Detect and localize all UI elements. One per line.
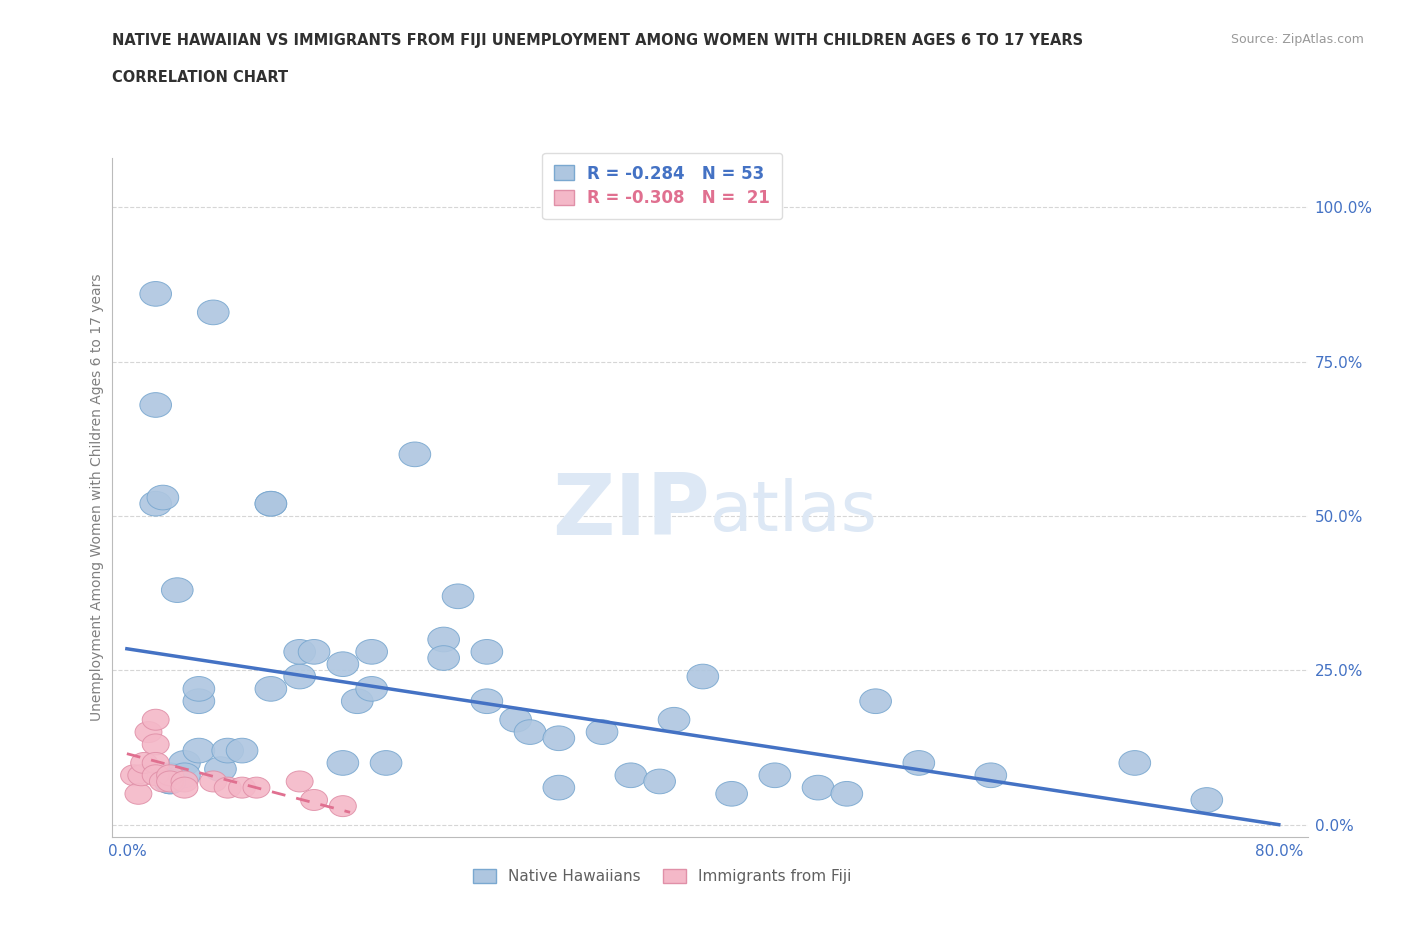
Ellipse shape <box>155 763 186 788</box>
Ellipse shape <box>443 584 474 608</box>
Ellipse shape <box>156 771 184 792</box>
Ellipse shape <box>155 769 186 794</box>
Ellipse shape <box>903 751 935 776</box>
Ellipse shape <box>121 764 148 786</box>
Ellipse shape <box>148 485 179 510</box>
Ellipse shape <box>183 738 215 763</box>
Ellipse shape <box>471 640 503 664</box>
Ellipse shape <box>1119 751 1150 776</box>
Ellipse shape <box>716 781 748 806</box>
Ellipse shape <box>172 771 198 792</box>
Ellipse shape <box>169 763 200 788</box>
Ellipse shape <box>229 777 256 798</box>
Ellipse shape <box>356 640 388 664</box>
Ellipse shape <box>515 720 546 744</box>
Ellipse shape <box>162 578 193 603</box>
Ellipse shape <box>860 689 891 713</box>
Ellipse shape <box>128 764 155 786</box>
Ellipse shape <box>586 720 617 744</box>
Ellipse shape <box>254 676 287 701</box>
Ellipse shape <box>197 300 229 325</box>
Ellipse shape <box>328 751 359 776</box>
Ellipse shape <box>183 689 215 713</box>
Ellipse shape <box>688 664 718 689</box>
Text: Source: ZipAtlas.com: Source: ZipAtlas.com <box>1230 33 1364 46</box>
Text: ZIP: ZIP <box>553 470 710 552</box>
Ellipse shape <box>329 796 356 817</box>
Ellipse shape <box>298 640 330 664</box>
Ellipse shape <box>156 764 184 786</box>
Ellipse shape <box>301 790 328 810</box>
Ellipse shape <box>614 763 647 788</box>
Ellipse shape <box>543 776 575 800</box>
Ellipse shape <box>658 708 690 732</box>
Ellipse shape <box>135 722 162 742</box>
Ellipse shape <box>226 738 257 763</box>
Ellipse shape <box>427 627 460 652</box>
Ellipse shape <box>342 689 373 713</box>
Ellipse shape <box>183 676 215 701</box>
Ellipse shape <box>254 491 287 516</box>
Ellipse shape <box>399 442 430 467</box>
Ellipse shape <box>644 769 675 794</box>
Ellipse shape <box>212 738 243 763</box>
Ellipse shape <box>139 392 172 418</box>
Ellipse shape <box>427 645 460 671</box>
Ellipse shape <box>1191 788 1223 812</box>
Ellipse shape <box>142 764 169 786</box>
Ellipse shape <box>831 781 863 806</box>
Ellipse shape <box>149 771 176 792</box>
Ellipse shape <box>974 763 1007 788</box>
Ellipse shape <box>356 676 388 701</box>
Ellipse shape <box>243 777 270 798</box>
Ellipse shape <box>499 708 531 732</box>
Ellipse shape <box>254 491 287 516</box>
Ellipse shape <box>125 783 152 804</box>
Ellipse shape <box>172 777 198 798</box>
Y-axis label: Unemployment Among Women with Children Ages 6 to 17 years: Unemployment Among Women with Children A… <box>90 273 104 722</box>
Ellipse shape <box>142 752 169 774</box>
Ellipse shape <box>205 757 236 781</box>
Ellipse shape <box>214 777 242 798</box>
Ellipse shape <box>759 763 790 788</box>
Text: CORRELATION CHART: CORRELATION CHART <box>112 70 288 85</box>
Ellipse shape <box>155 769 186 794</box>
Ellipse shape <box>328 652 359 676</box>
Ellipse shape <box>139 491 172 516</box>
Legend: Native Hawaiians, Immigrants from Fiji: Native Hawaiians, Immigrants from Fiji <box>467 863 858 890</box>
Ellipse shape <box>200 771 226 792</box>
Ellipse shape <box>139 282 172 306</box>
Ellipse shape <box>284 664 315 689</box>
Ellipse shape <box>169 751 200 776</box>
Ellipse shape <box>471 689 503 713</box>
Ellipse shape <box>131 752 157 774</box>
Text: NATIVE HAWAIIAN VS IMMIGRANTS FROM FIJI UNEMPLOYMENT AMONG WOMEN WITH CHILDREN A: NATIVE HAWAIIAN VS IMMIGRANTS FROM FIJI … <box>112 33 1084 47</box>
Ellipse shape <box>142 734 169 755</box>
Ellipse shape <box>284 640 315 664</box>
Ellipse shape <box>543 726 575 751</box>
Ellipse shape <box>803 776 834 800</box>
Ellipse shape <box>370 751 402 776</box>
Text: atlas: atlas <box>710 478 877 545</box>
Ellipse shape <box>287 771 314 792</box>
Ellipse shape <box>142 710 169 730</box>
